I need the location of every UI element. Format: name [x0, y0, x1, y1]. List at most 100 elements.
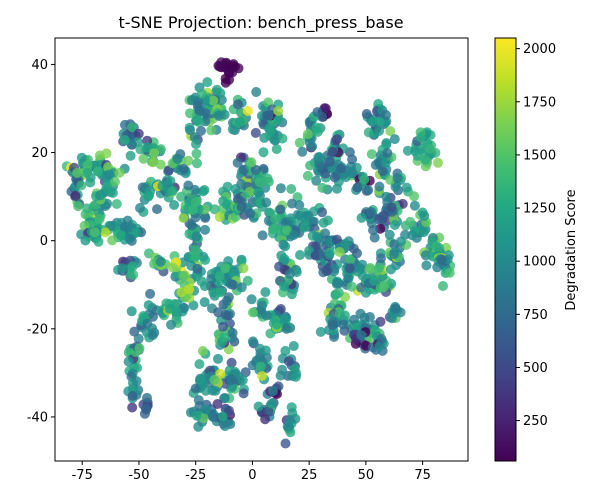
scatter-point	[327, 146, 338, 157]
scatter-point	[284, 415, 295, 425]
scatter-point	[187, 205, 198, 215]
scatter-point	[320, 228, 331, 239]
scatter-point	[117, 263, 128, 274]
scatter-point	[217, 411, 228, 422]
scatter-point	[206, 273, 217, 284]
scatter-point	[94, 213, 105, 224]
scatter-point	[369, 232, 380, 243]
scatter-point	[433, 157, 443, 168]
scatter-point	[213, 307, 224, 318]
scatter-point	[223, 292, 234, 303]
x-axis: -75 -50 -25 0 25 50 75	[72, 461, 431, 483]
scatter-point	[133, 333, 144, 344]
scatter-point	[226, 373, 237, 384]
scatter-point	[135, 203, 145, 213]
scatter-point	[219, 332, 230, 343]
x-tick-label: -25	[185, 468, 206, 483]
scatter-point	[257, 230, 268, 241]
scatter-point	[82, 203, 93, 214]
scatter-point	[178, 271, 189, 282]
scatter-point	[82, 159, 93, 170]
scatter-point	[206, 125, 217, 136]
scatter-point	[236, 201, 247, 212]
scatter-point	[219, 109, 230, 120]
scatter-point	[100, 227, 111, 238]
scatter-point	[334, 247, 345, 257]
colorbar-tick-label: 2000	[523, 42, 556, 57]
scatter-point	[215, 368, 226, 379]
scatter-point	[119, 135, 130, 145]
x-tick-label: 0	[248, 468, 256, 483]
scatter-point	[139, 408, 150, 419]
scatter-point	[73, 201, 84, 212]
scatter-point	[271, 144, 282, 155]
scatter-point	[385, 126, 396, 137]
scatter-point	[348, 243, 359, 254]
scatter-point	[214, 212, 225, 222]
scatter-point	[93, 236, 104, 247]
scatter-point	[147, 323, 157, 334]
scatter-point	[333, 287, 344, 298]
scatter-point	[95, 190, 106, 201]
scatter-point	[264, 123, 275, 134]
scatter-point	[171, 306, 182, 317]
scatter-point	[409, 200, 420, 211]
scatter-point	[257, 370, 267, 381]
scatter-point	[185, 125, 195, 136]
scatter-point	[191, 139, 201, 150]
scatter-point	[134, 343, 145, 354]
scatter-point	[200, 255, 211, 265]
scatter-point	[220, 263, 231, 274]
scatter-point	[303, 210, 314, 221]
scatter-point	[209, 204, 220, 215]
scatter-point	[297, 146, 308, 157]
scatter-point	[273, 106, 284, 116]
scatter-point	[200, 224, 210, 235]
scatter-point	[263, 406, 274, 417]
scatter-point	[196, 125, 206, 136]
scatter-point	[344, 263, 355, 274]
scatter-point	[142, 142, 153, 153]
scatter-point	[278, 239, 289, 250]
scatter-point	[197, 346, 208, 356]
scatter-point	[280, 345, 291, 356]
scatter-point	[283, 356, 294, 367]
scatter-point	[190, 197, 201, 208]
scatter-point	[193, 421, 204, 432]
scatter-point	[233, 99, 243, 110]
scatter-point	[288, 341, 299, 351]
scatter-point	[366, 149, 377, 160]
scatter-point	[438, 281, 448, 291]
scatter-point	[191, 148, 202, 159]
scatter-point	[126, 306, 137, 317]
scatter-point	[169, 200, 180, 210]
scatter-point	[324, 237, 335, 248]
scatter-point	[178, 213, 189, 223]
scatter-point	[142, 392, 152, 403]
scatter-point	[374, 262, 385, 273]
scatter-point	[155, 256, 166, 267]
scatter-point	[114, 167, 125, 178]
scatter-point	[409, 191, 420, 202]
scatter-point	[219, 393, 230, 403]
scatter-point	[384, 229, 395, 240]
scatter-point	[286, 289, 297, 300]
scatter-point	[82, 167, 93, 178]
colorbar-tick-label: 1750	[523, 95, 556, 110]
scatter-point	[424, 143, 435, 154]
scatter-point	[352, 182, 363, 193]
scatter-point	[200, 404, 211, 415]
scatter-point	[313, 152, 324, 163]
scatter-point	[212, 84, 222, 95]
scatter-point	[123, 356, 134, 367]
scatter-point	[196, 374, 207, 385]
scatter-point	[72, 167, 83, 178]
scatter-point	[436, 254, 447, 265]
scatter-point	[220, 309, 231, 320]
scatter-point	[227, 327, 238, 338]
scatter-point	[155, 159, 166, 170]
scatter-point	[250, 164, 261, 175]
scatter-point	[166, 319, 176, 330]
scatter-point	[234, 116, 245, 127]
scatter-point	[265, 328, 276, 339]
